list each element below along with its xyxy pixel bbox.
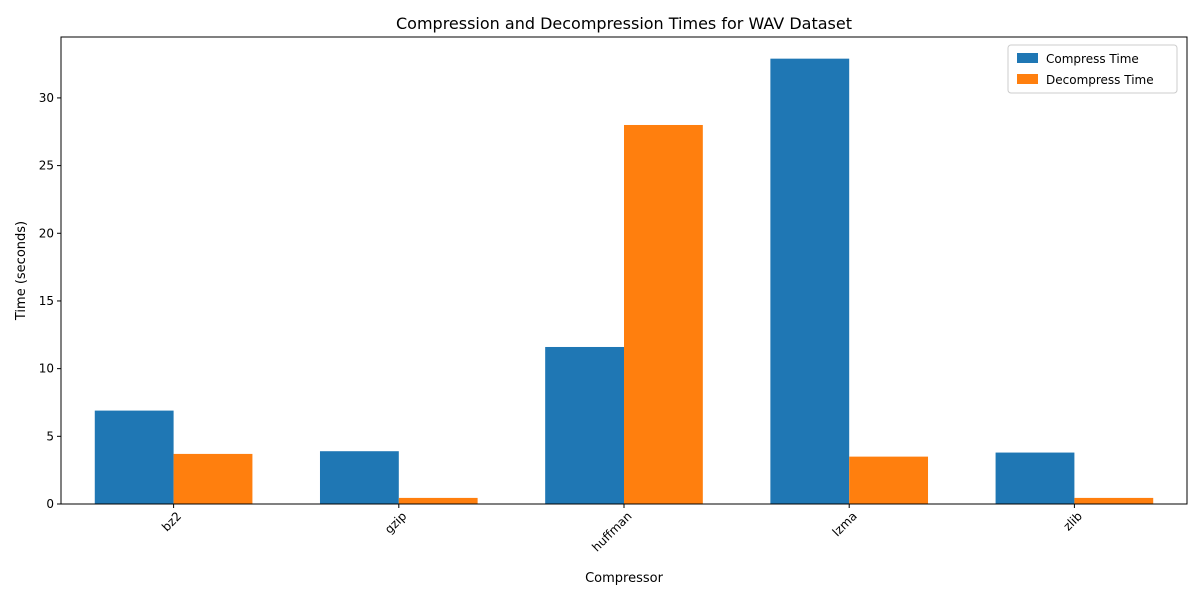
x-tick-label: huffman <box>589 509 634 554</box>
chart-title: Compression and Decompression Times for … <box>396 14 852 33</box>
bar-compress-time-bz2 <box>94 410 174 504</box>
bar-decompress-time-zlib <box>1074 497 1154 504</box>
legend: Compress Time Decompress Time <box>1007 44 1178 94</box>
bar-compress-time-zlib <box>995 452 1075 504</box>
bar-decompress-time-gzip <box>398 497 478 504</box>
legend-swatch <box>1017 53 1038 63</box>
x-axis-label: Compressor <box>585 571 664 586</box>
plot-area: 0 5 10 15 20 25 30 bz2 gzip huffman lzma zlib <box>39 36 1188 554</box>
x-tick-label: bz2 <box>159 509 184 534</box>
y-tick-label: 0 <box>46 497 54 511</box>
y-tick-label: 25 <box>39 159 54 173</box>
y-tick-label: 15 <box>39 294 54 308</box>
legend-box <box>1007 44 1178 94</box>
y-tick-label: 30 <box>39 91 54 105</box>
bar-decompress-time-bz2 <box>173 453 253 504</box>
bar-compress-time-gzip <box>319 451 399 504</box>
y-tick-label: 10 <box>39 362 54 376</box>
legend-label: Compress Time <box>1046 52 1139 66</box>
x-tick-label: gzip <box>382 509 409 536</box>
y-axis-label: Time (seconds) <box>14 221 29 321</box>
legend-label: Decompress Time <box>1046 73 1154 87</box>
bar-decompress-time-lzma <box>849 456 929 504</box>
bar-decompress-time-huffman <box>624 124 703 504</box>
bar-compress-time-huffman <box>545 346 624 504</box>
bar-compress-time-lzma <box>770 58 850 505</box>
y-tick-label: 20 <box>39 226 54 240</box>
x-tick-label: zlib <box>1061 509 1085 533</box>
y-tick-label: 5 <box>46 429 54 443</box>
legend-swatch <box>1017 74 1038 84</box>
x-tick-label: lzma <box>830 509 860 539</box>
